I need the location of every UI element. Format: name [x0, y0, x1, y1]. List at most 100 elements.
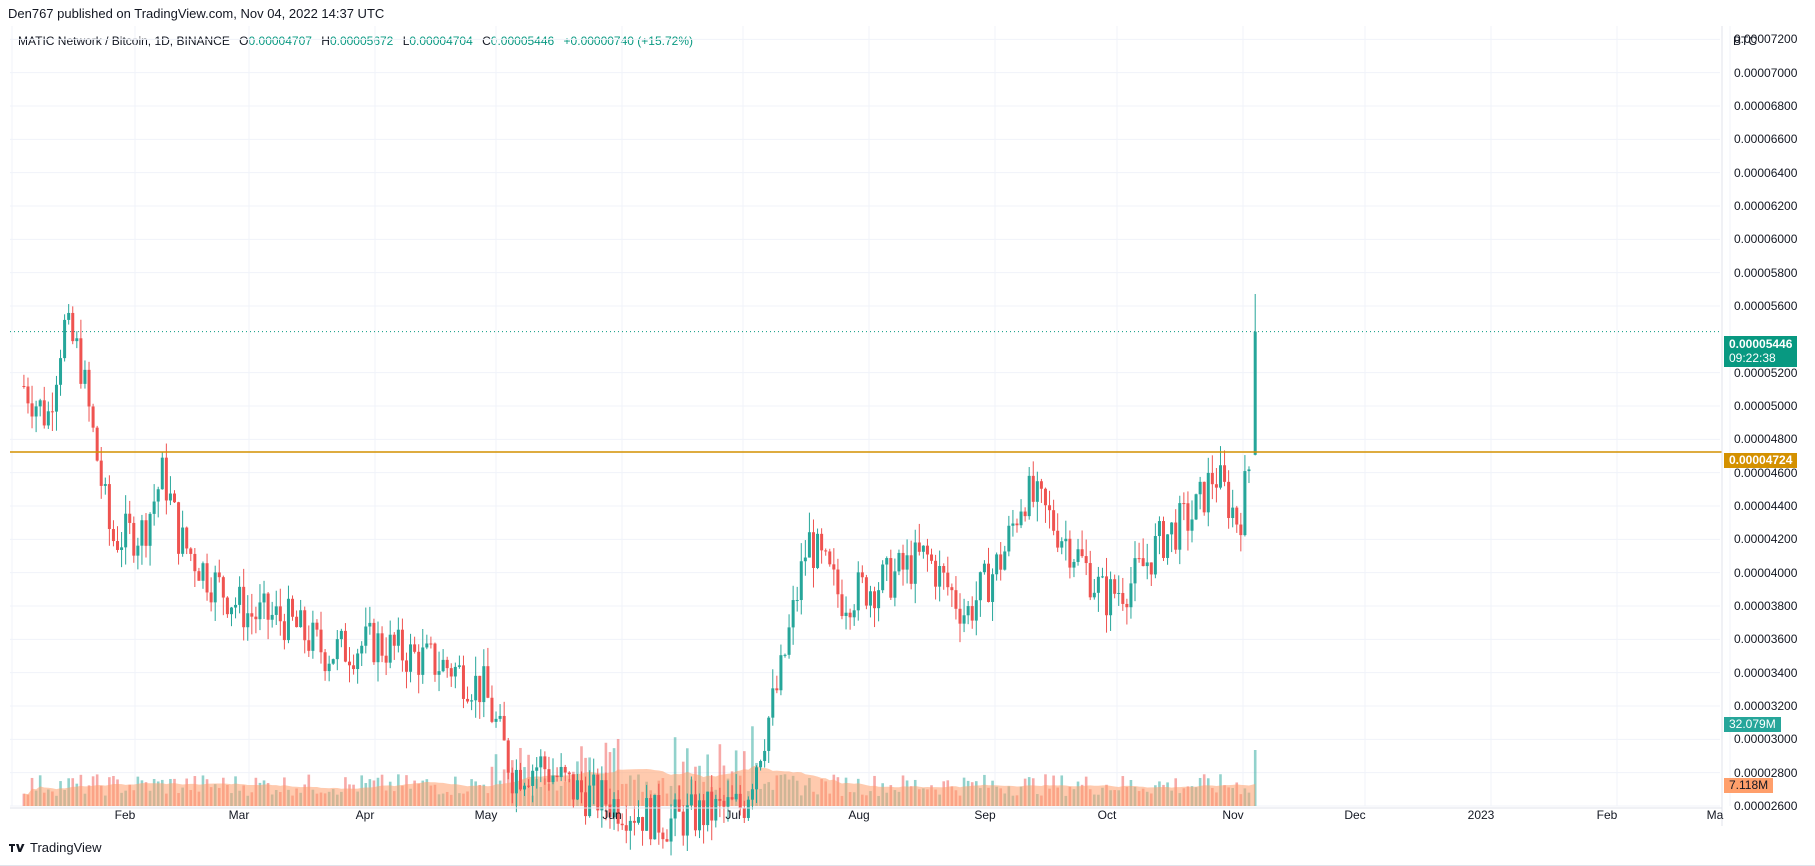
candle-body — [543, 756, 547, 770]
symbol-name[interactable]: MATIC Network / Bitcoin, 1D, BINANCE — [18, 34, 230, 48]
volume-ma-tag: 7.118M — [1724, 778, 1774, 793]
close-value: 0.00005446 — [490, 34, 555, 48]
candle-body — [266, 593, 270, 620]
candle-body — [759, 761, 763, 768]
candle-body — [1223, 465, 1227, 482]
candle-body — [1121, 592, 1125, 604]
price-tick-label: 0.00003400 — [1734, 665, 1798, 680]
candle-body — [653, 795, 657, 840]
candle-body — [1043, 488, 1047, 506]
candle-body — [506, 740, 510, 773]
candle-body — [26, 386, 30, 404]
candle-body — [913, 542, 917, 584]
candle-body — [404, 660, 408, 672]
candle-body — [152, 501, 156, 514]
candle-body — [616, 799, 620, 824]
candle-body — [921, 545, 925, 552]
candle-body — [620, 823, 624, 826]
candle-body — [1129, 583, 1133, 608]
candle-body — [1084, 556, 1088, 564]
candle-body — [950, 587, 954, 591]
candle-body — [783, 654, 787, 656]
candle-body — [1162, 521, 1166, 558]
candle-body — [518, 769, 522, 790]
candle-body — [1105, 576, 1109, 616]
candle-body — [1007, 525, 1011, 552]
tradingview-footer[interactable]: TradingView — [8, 840, 102, 855]
candle-body — [734, 793, 738, 800]
candle-body — [478, 675, 482, 703]
candle-body — [437, 671, 441, 675]
candle-body — [425, 643, 429, 648]
candle-body — [1227, 481, 1231, 519]
candle-body — [209, 592, 213, 603]
candle-body — [71, 312, 75, 342]
candle-body — [46, 411, 50, 426]
low-label: L — [402, 34, 410, 48]
volume-bar — [494, 754, 498, 806]
candle-body — [168, 493, 172, 501]
candle-body — [873, 591, 877, 609]
candle-body — [1015, 523, 1019, 526]
candle-body — [1039, 481, 1043, 489]
candle-body — [563, 766, 567, 773]
candle-body — [441, 659, 445, 672]
open-value: 0.00004707 — [248, 34, 312, 48]
candle-body — [384, 655, 388, 663]
volume-bar — [673, 737, 677, 806]
publisher-line: Den767 published on TradingView.com, Nov… — [8, 6, 385, 21]
candle-body — [91, 406, 95, 428]
time-tick-label: Jul — [725, 808, 741, 822]
candle-body — [457, 665, 461, 667]
candle-body — [494, 718, 498, 722]
candle-body — [677, 799, 681, 812]
candle-body — [775, 688, 779, 691]
candle-body — [502, 715, 506, 741]
candle-body — [372, 622, 376, 663]
candle-body — [722, 800, 726, 807]
price-tick-label: 0.00003800 — [1734, 599, 1798, 613]
candle-body — [746, 799, 750, 818]
candle-body — [925, 545, 929, 555]
candle-body — [1218, 465, 1222, 488]
candle-body — [742, 807, 746, 818]
candle-body — [836, 569, 840, 595]
price-axis[interactable]: 0.00007200 0.00007000 0.00006800 0.00006600… — [1722, 26, 1815, 813]
candle-body — [409, 644, 413, 672]
candle-body — [889, 558, 893, 598]
candle-body — [132, 522, 136, 556]
candle-body — [787, 627, 791, 655]
price-tick-label: 0.00005600 — [1734, 299, 1798, 313]
time-tick-label: Ma — [1706, 808, 1724, 822]
time-tick-label: Apr — [355, 808, 375, 822]
current-price-tag: 0.00005446 09:22:38 — [1724, 336, 1798, 367]
candle-body — [229, 607, 233, 615]
time-tick-label: Sep — [974, 808, 996, 822]
candle-body — [95, 427, 99, 461]
candle-body — [710, 791, 714, 821]
candle-body — [1096, 576, 1100, 593]
volume-bar — [1253, 750, 1257, 806]
candle-body — [1239, 524, 1243, 536]
candle-body — [172, 493, 176, 503]
candle-body — [771, 688, 775, 718]
price-tick-label: 0.00004600 — [1734, 465, 1798, 480]
candle-body — [657, 795, 661, 833]
candle-body — [681, 811, 685, 836]
candle-body — [604, 780, 608, 805]
candle-body — [295, 616, 299, 628]
candle-body — [1166, 534, 1170, 558]
candle-body — [286, 598, 290, 641]
currency-label: BTC — [1733, 34, 1757, 48]
candle-body — [1088, 563, 1092, 598]
candle-body — [83, 369, 87, 384]
candle-body — [124, 513, 128, 548]
candle-body — [750, 789, 754, 800]
time-tick-label: Dec — [1344, 808, 1366, 822]
candle-body — [348, 661, 352, 666]
candle-body — [238, 586, 242, 605]
candle-body — [417, 651, 421, 675]
candle-body — [864, 577, 868, 606]
candle-body — [282, 621, 286, 641]
